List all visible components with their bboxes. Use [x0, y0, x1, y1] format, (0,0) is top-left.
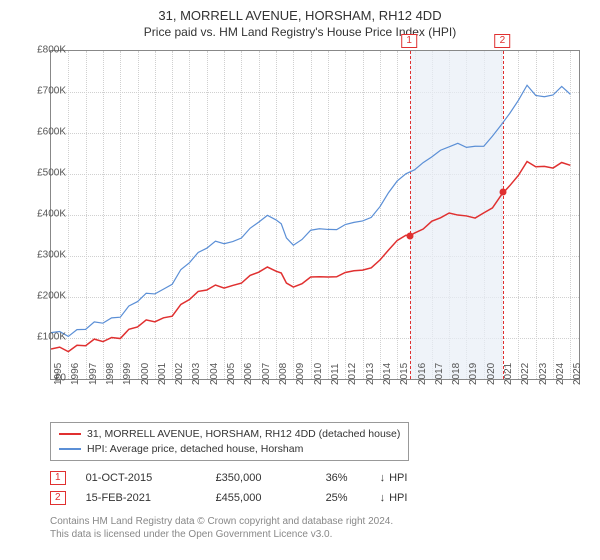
- sale-date: 15-FEB-2021: [86, 492, 216, 504]
- legend-item: 31, MORRELL AVENUE, HORSHAM, RH12 4DD (d…: [59, 427, 400, 442]
- x-axis-label: 1996: [70, 363, 81, 385]
- sale-tag: 2: [50, 491, 66, 505]
- sale-event-tag: 2: [495, 34, 511, 48]
- chart-title: 31, MORRELL AVENUE, HORSHAM, RH12 4DD: [0, 0, 600, 23]
- y-axis-label: £700K: [21, 86, 66, 97]
- sale-vs: HPI: [389, 492, 407, 504]
- attribution-line: This data is licensed under the Open Gov…: [50, 528, 393, 541]
- series-hpi: [51, 85, 570, 336]
- sale-price: £455,000: [216, 492, 326, 504]
- x-axis-label: 2007: [261, 363, 272, 385]
- y-axis-label: £100K: [21, 332, 66, 343]
- x-axis-label: 2003: [191, 363, 202, 385]
- sale-row: 1 01-OCT-2015£350,00036% ↓HPI: [50, 468, 407, 488]
- y-axis-label: £200K: [21, 291, 66, 302]
- x-axis-label: 2012: [347, 363, 358, 385]
- y-axis-label: £800K: [21, 45, 66, 56]
- x-axis-label: 1998: [105, 363, 116, 385]
- x-axis-label: 2018: [451, 363, 462, 385]
- x-axis-label: 2002: [174, 363, 185, 385]
- x-axis-label: 2001: [157, 363, 168, 385]
- legend: 31, MORRELL AVENUE, HORSHAM, RH12 4DD (d…: [50, 422, 409, 461]
- legend-swatch: [59, 433, 81, 435]
- y-axis-label: £500K: [21, 168, 66, 179]
- down-arrow-icon: ↓: [380, 472, 386, 484]
- down-arrow-icon: ↓: [380, 492, 386, 504]
- x-axis-label: 2004: [209, 363, 220, 385]
- x-axis-label: 2006: [243, 363, 254, 385]
- legend-label: 31, MORRELL AVENUE, HORSHAM, RH12 4DD (d…: [87, 427, 400, 442]
- x-axis-label: 2025: [572, 363, 583, 385]
- x-axis-label: 2015: [399, 363, 410, 385]
- x-axis-label: 2020: [486, 363, 497, 385]
- x-axis-label: 2014: [382, 363, 393, 385]
- sale-price: £350,000: [216, 472, 326, 484]
- series-price_paid: [51, 162, 570, 352]
- attribution-line: Contains HM Land Registry data © Crown c…: [50, 515, 393, 528]
- chart-container: 31, MORRELL AVENUE, HORSHAM, RH12 4DD Pr…: [0, 0, 600, 560]
- sale-pct: 36%: [326, 472, 376, 484]
- x-axis-label: 2009: [295, 363, 306, 385]
- x-axis-label: 1999: [122, 363, 133, 385]
- sale-marker: [500, 189, 507, 196]
- plot-area: [50, 50, 580, 380]
- attribution: Contains HM Land Registry data © Crown c…: [50, 515, 393, 541]
- sale-event-tag: 1: [401, 34, 417, 48]
- x-axis-label: 1995: [53, 363, 64, 385]
- x-axis-label: 2013: [365, 363, 376, 385]
- x-axis-label: 2022: [520, 363, 531, 385]
- legend-item: HPI: Average price, detached house, Hors…: [59, 442, 400, 457]
- y-axis-label: £600K: [21, 127, 66, 138]
- legend-label: HPI: Average price, detached house, Hors…: [87, 442, 303, 457]
- line-series: [51, 51, 579, 379]
- y-axis-label: £300K: [21, 250, 66, 261]
- y-axis-label: £400K: [21, 209, 66, 220]
- x-axis-label: 2011: [330, 363, 341, 385]
- x-axis-label: 2019: [468, 363, 479, 385]
- sale-vs: HPI: [389, 472, 407, 484]
- legend-swatch: [59, 448, 81, 450]
- x-axis-label: 2005: [226, 363, 237, 385]
- sales-table: 1 01-OCT-2015£350,00036% ↓HPI 2 15-FEB-2021£…: [50, 468, 407, 508]
- x-axis-label: 2008: [278, 363, 289, 385]
- x-axis-label: 2023: [538, 363, 549, 385]
- sale-row: 2 15-FEB-2021£455,00025% ↓HPI: [50, 488, 407, 508]
- sale-date: 01-OCT-2015: [86, 472, 216, 484]
- x-axis-label: 2017: [434, 363, 445, 385]
- x-axis-label: 2016: [417, 363, 428, 385]
- sale-pct: 25%: [326, 492, 376, 504]
- x-axis-label: 2000: [140, 363, 151, 385]
- x-axis-label: 2024: [555, 363, 566, 385]
- x-axis-label: 1997: [88, 363, 99, 385]
- sale-tag: 1: [50, 471, 66, 485]
- x-axis-label: 2021: [503, 363, 514, 385]
- sale-marker: [407, 232, 414, 239]
- x-axis-label: 2010: [313, 363, 324, 385]
